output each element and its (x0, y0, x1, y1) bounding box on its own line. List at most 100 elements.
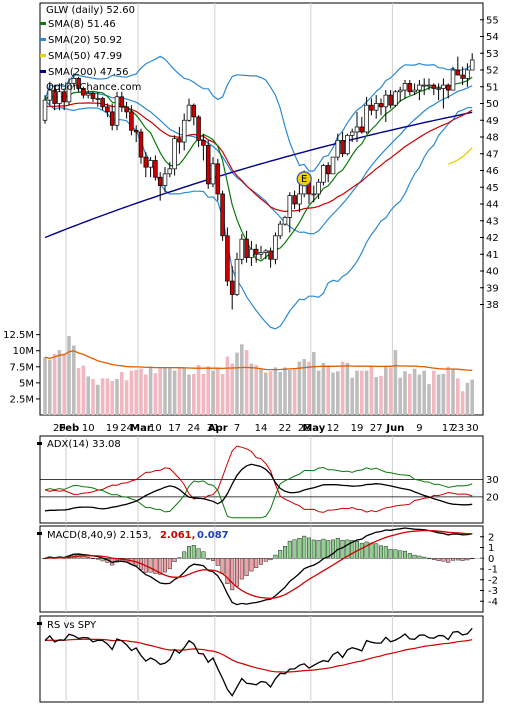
volume-bar-27 (172, 370, 177, 415)
legend: GLW (daily) 52.60 SMA(8) 51.46 SMA(20) 5… (40, 5, 141, 93)
candle-body-45 (258, 252, 264, 255)
volume-bar-35 (211, 370, 215, 415)
candle-body-19 (133, 129, 139, 133)
price-tick-label-47: 47 (486, 149, 499, 160)
candle-body-32 (196, 116, 201, 141)
macd-hist-bar-58 (321, 538, 326, 559)
volume-bar-75 (403, 371, 407, 415)
volume-bar-64 (350, 377, 354, 415)
x-label-9: 31 (207, 423, 220, 434)
rs-average-line (44, 638, 473, 673)
macd-hist-bar-42 (244, 558, 249, 576)
price-tick-label-54: 54 (486, 32, 499, 43)
candle-body-48 (273, 235, 278, 260)
candle-body-39 (229, 280, 235, 295)
volume-bar-56 (312, 352, 316, 415)
macd-hist-bar-85 (451, 558, 456, 561)
price-tick-label-45: 45 (486, 183, 499, 194)
candle-body-35 (210, 163, 216, 185)
candle-body-76 (407, 83, 413, 93)
volume-bar-14 (110, 380, 114, 415)
macd-hist-bar-86 (455, 558, 460, 561)
plus-di-line (44, 466, 473, 519)
candle-body-31 (191, 104, 197, 118)
macd-label: MACD(8,40,9) 2.153, (47, 530, 152, 541)
macd-hist-bar-76 (407, 553, 412, 559)
macd-tick-label--3: -3 (488, 586, 498, 597)
candle-body-42 (244, 238, 249, 258)
volume-bar-86 (456, 378, 460, 415)
volume-bar-73 (393, 350, 398, 415)
candle-body-13 (105, 106, 110, 113)
volume-bar-22 (148, 366, 153, 415)
price-axis: 38 39 40 41 42 43 44 45 46 47 48 49 50 51 52 53 54 55 (480, 15, 499, 311)
volume-bar-45 (259, 369, 263, 415)
volume-bar-52 (292, 369, 297, 415)
volume-bar-74 (398, 377, 402, 415)
macd-hist-bar-39 (230, 558, 235, 591)
macd-hist-bar-82 (436, 558, 441, 561)
legend-sma20: SMA(20) 50.92 (48, 35, 122, 46)
macd-hist-bar-72 (388, 548, 393, 559)
x-label-8: 24 (187, 423, 200, 434)
volume-bar-34 (206, 366, 210, 415)
candle-body-87 (460, 74, 465, 79)
candle-body-71 (383, 94, 389, 108)
macd-hist-bar-50 (283, 546, 288, 559)
volume-bar-24 (158, 368, 162, 415)
x-label-23: 30 (466, 423, 479, 434)
macd-hist-bar-32 (196, 548, 201, 559)
volume-bar-55 (307, 361, 311, 415)
candle-body-78 (417, 84, 422, 91)
rs-panel: RS vs SPY (37, 620, 473, 697)
volume-axis: 2.5M 5M 7.5M 10M 12.5M (3, 330, 40, 405)
price-tick-label-52: 52 (486, 66, 499, 77)
x-label-7: 17 (168, 423, 181, 434)
candle-body-47 (268, 250, 273, 260)
volume-bar-6 (72, 345, 76, 415)
candle-body-60 (330, 156, 336, 175)
candle-body-18 (129, 111, 134, 131)
candle-body-23 (153, 160, 158, 178)
candle-body-52 (292, 195, 297, 205)
volume-bar-88 (465, 382, 470, 415)
bollinger-lower-band (44, 99, 473, 330)
legend-swatch-sma200 (40, 70, 46, 73)
volume-bar-42 (244, 350, 249, 415)
candle-body-69 (373, 103, 379, 111)
macd-hist-bar-66 (359, 543, 364, 559)
macd-hist-bar-69 (374, 543, 379, 559)
candle-body-57 (316, 181, 321, 195)
candle-body-10 (90, 93, 96, 99)
volume-bar-4 (62, 353, 66, 415)
macd-hist-bar-68 (369, 542, 374, 559)
price-tick-label-48: 48 (486, 133, 499, 144)
macd-hist-bar-35 (210, 558, 215, 561)
candle-body-50 (282, 217, 288, 225)
x-label-4: 24 (120, 423, 133, 434)
candle-body-89 (469, 59, 475, 71)
candle-body-63 (345, 134, 350, 155)
macd-hist-bar-31 (191, 545, 196, 559)
adx-label: ADX(14) 33.08 (47, 439, 121, 450)
volume-bar-41 (240, 344, 244, 415)
x-label-20: 9 (416, 423, 422, 434)
candle-body-9 (85, 93, 91, 96)
macd-hist-bar-81 (431, 558, 436, 560)
macd-hist-bar-78 (417, 555, 422, 559)
candle-body-56 (311, 193, 317, 196)
legend-swatch-sma20 (40, 38, 46, 41)
macd-hist-bar-53 (297, 538, 302, 559)
macd-tick-label--1: -1 (488, 565, 498, 576)
volume-bar-9 (86, 376, 90, 415)
macd-hist-bar-74 (398, 550, 403, 559)
volume-bar-63 (345, 362, 350, 415)
volume-bar-30 (187, 374, 191, 415)
rs-panel-frame (39, 615, 484, 703)
volume-bar-61 (336, 371, 340, 415)
volume-bar-43 (249, 363, 254, 415)
macd-hist-bar-62 (340, 540, 345, 559)
macd-hist-bar-41 (239, 558, 244, 580)
volume-tick-label-1: 5M (19, 378, 34, 389)
